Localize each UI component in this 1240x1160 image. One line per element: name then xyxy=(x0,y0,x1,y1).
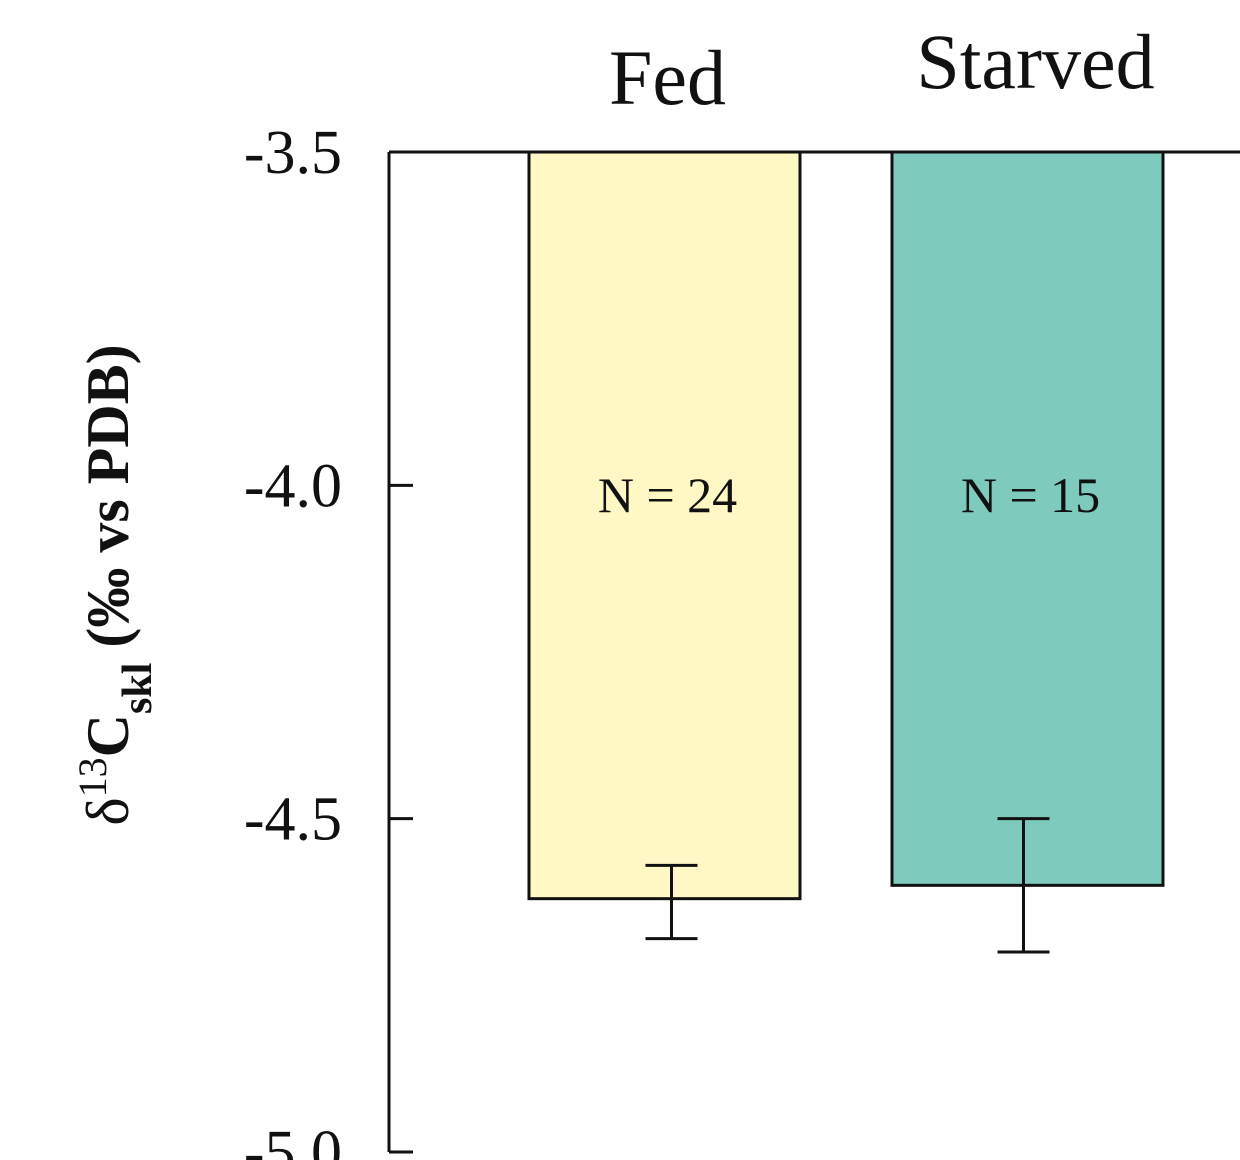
y-axis-label-rest: (‰ vs PDB) xyxy=(75,344,141,662)
labels: -3.5 -4.0 -4.5 -5.0 N = 24 Fed N = 15 Starved xyxy=(244,18,1155,1160)
category-label-starved: Starved xyxy=(916,18,1154,105)
bar-annotation: N = 15 xyxy=(961,467,1100,523)
y-tick-label: -3.5 xyxy=(244,119,342,187)
y-axis-label-symbol: δ xyxy=(75,797,141,825)
y-tick-label: -5.0 xyxy=(244,1119,342,1160)
category-label-fed: Fed xyxy=(609,34,726,121)
y-axis-label-sub: skl xyxy=(115,663,161,714)
y-axis-label-sup: 13 xyxy=(70,757,115,797)
y-axis-label: δ13Cskl (‰ vs PDB) xyxy=(70,344,162,825)
y-tick-label: -4.0 xyxy=(244,452,342,520)
bar-annotation: N = 24 xyxy=(598,467,737,523)
y-tick-label: -4.5 xyxy=(244,786,342,854)
y-axis-label-main: C xyxy=(75,714,141,757)
bar-fed xyxy=(527,150,802,901)
bars xyxy=(527,150,1165,954)
bar-starved xyxy=(890,150,1165,887)
